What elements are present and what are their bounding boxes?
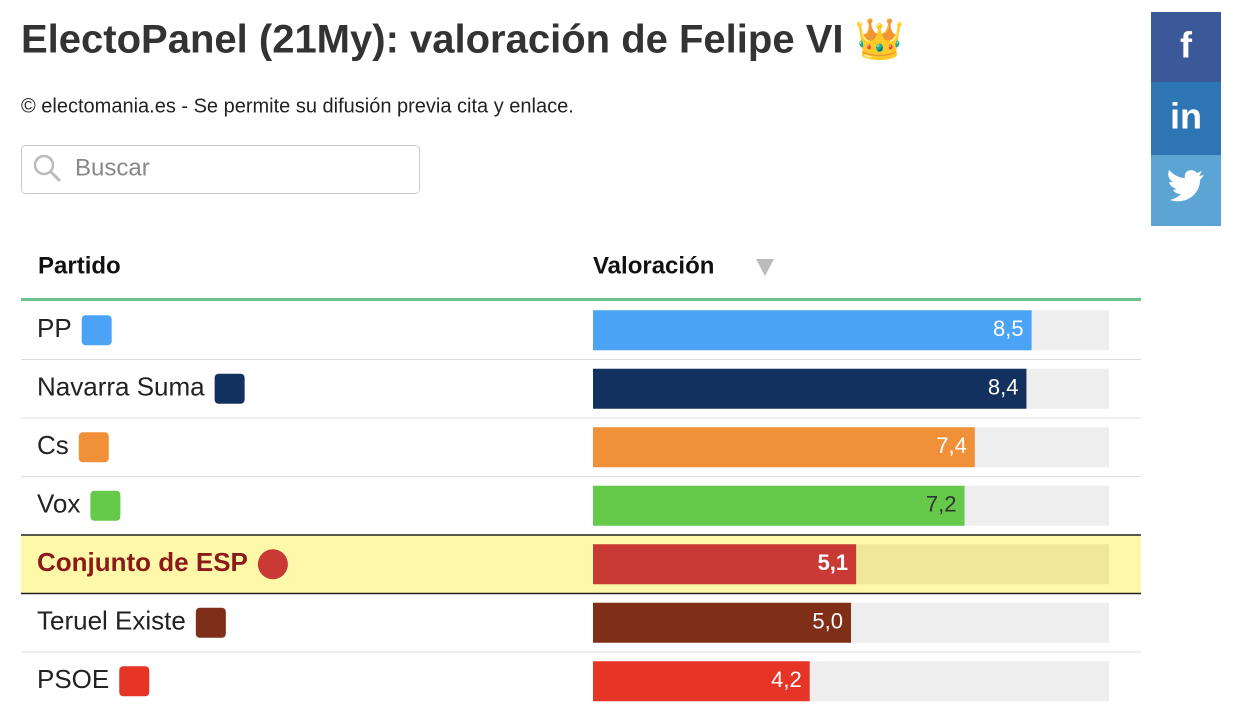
party-name: Conjunto de ESP — [37, 547, 248, 577]
value-label: 8,4 — [988, 375, 1019, 400]
facebook-button[interactable] — [1151, 12, 1221, 82]
bar — [593, 427, 975, 468]
party-logo — [257, 549, 288, 580]
value-label: 5,0 — [812, 609, 843, 634]
search-icon — [49, 170, 62, 183]
title: ElectoPanel (21My): valoración de Felipe… — [21, 18, 904, 62]
value-label: 5,1 — [818, 550, 849, 575]
linkedin-button[interactable] — [1151, 82, 1221, 155]
party-logo — [90, 490, 121, 521]
value-label: 8,5 — [993, 316, 1024, 341]
value-label: 7,2 — [926, 492, 957, 517]
search-icon — [33, 154, 55, 176]
value-label: 4,2 — [771, 667, 802, 692]
party-name: Cs — [37, 430, 69, 460]
search-box[interactable] — [21, 145, 420, 194]
party-name: Teruel Existe — [37, 606, 186, 636]
party-name: PP — [37, 313, 72, 343]
sort-icon[interactable] — [756, 259, 774, 276]
bar — [593, 368, 1027, 409]
value-label: 7,4 — [936, 433, 967, 458]
subtitle: © electomania.es - Se permite su difusió… — [21, 95, 574, 117]
column-header[interactable]: Valoración — [593, 252, 714, 279]
party-logo — [214, 373, 245, 404]
party-name: Vox — [37, 489, 80, 519]
header-rule — [21, 298, 1141, 301]
twitter-icon — [1168, 170, 1204, 202]
bar — [593, 661, 810, 702]
bar — [593, 485, 965, 526]
party-name: PSOE — [37, 664, 109, 694]
table-body: PP 8,5 Navarra Suma 8,4 Cs 7,4 Vox 7,2 Conjunto … — [21, 310, 1141, 702]
bar — [593, 310, 1032, 351]
bar — [593, 544, 857, 585]
party-logo — [81, 315, 112, 346]
facebook-icon: f — [1180, 25, 1193, 66]
party-name: Navarra Suma — [37, 372, 205, 402]
party-logo — [119, 666, 150, 697]
linkedin-icon: in — [1170, 96, 1202, 137]
party-logo — [195, 607, 226, 638]
party-logo — [78, 432, 109, 463]
bar — [593, 602, 851, 643]
column-header[interactable]: Partido — [38, 252, 121, 279]
search-placeholder: Buscar — [75, 154, 150, 181]
